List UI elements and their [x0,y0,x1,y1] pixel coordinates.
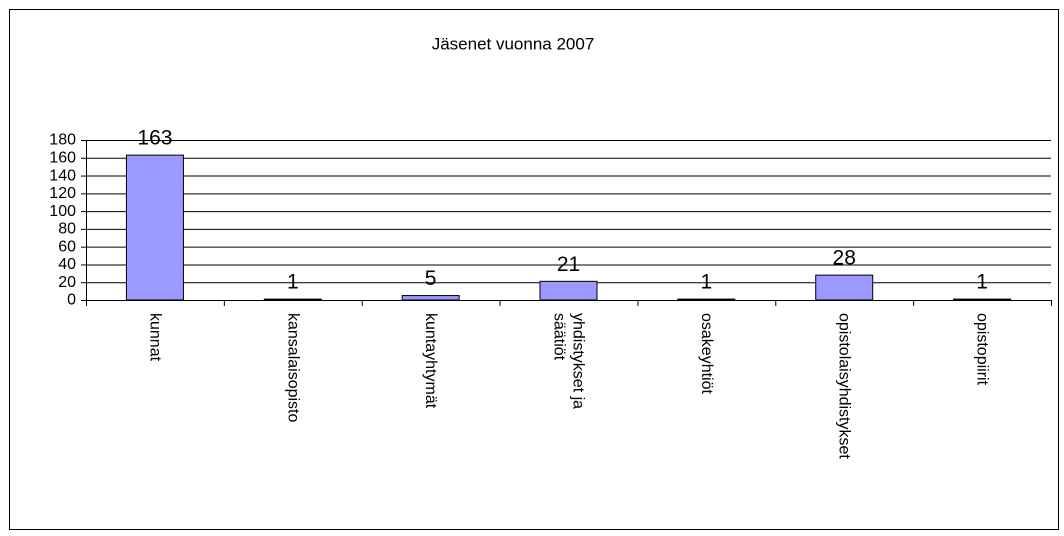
bar [125,154,184,301]
x-tick-label: opistolaisyhdistykset [835,313,853,459]
value-label: 21 [557,253,580,276]
x-tick-label: kuntayhtymät [422,313,440,409]
value-label: 1 [287,271,299,294]
value-label: 28 [833,247,856,270]
x-tick-label: opistopiirit [973,313,991,386]
y-tick-label: 160 [49,149,76,166]
y-tick-label: 0 [67,292,76,309]
bar [815,274,874,301]
y-tick-label: 120 [49,185,76,202]
y-tick-label: 180 [49,132,76,149]
y-tick-label: 100 [49,203,76,220]
value-label: 1 [701,271,713,294]
y-tick-label: 20 [58,274,76,291]
x-tick-label: kunnat [146,313,164,362]
y-tick-label: 60 [58,238,76,255]
x-tick-label: osakeyhtiöt [697,313,715,394]
bar [539,280,598,301]
y-tick-label: 80 [58,221,76,238]
x-tick-label: kansalaisopisto [284,313,302,423]
value-label: 5 [425,267,437,290]
value-label: 1 [976,271,988,294]
bar [677,298,736,301]
chart-title: Jäsenet vuonna 2007 [432,34,595,53]
y-tick-label: 40 [58,256,76,273]
value-label: 163 [137,127,172,150]
chart-border [9,9,1059,530]
bar [953,298,1012,301]
bar [263,298,322,301]
bar [401,295,460,301]
y-tick-label: 140 [49,167,76,184]
x-tick-label: yhdistykset ja säätiöt [550,313,587,410]
